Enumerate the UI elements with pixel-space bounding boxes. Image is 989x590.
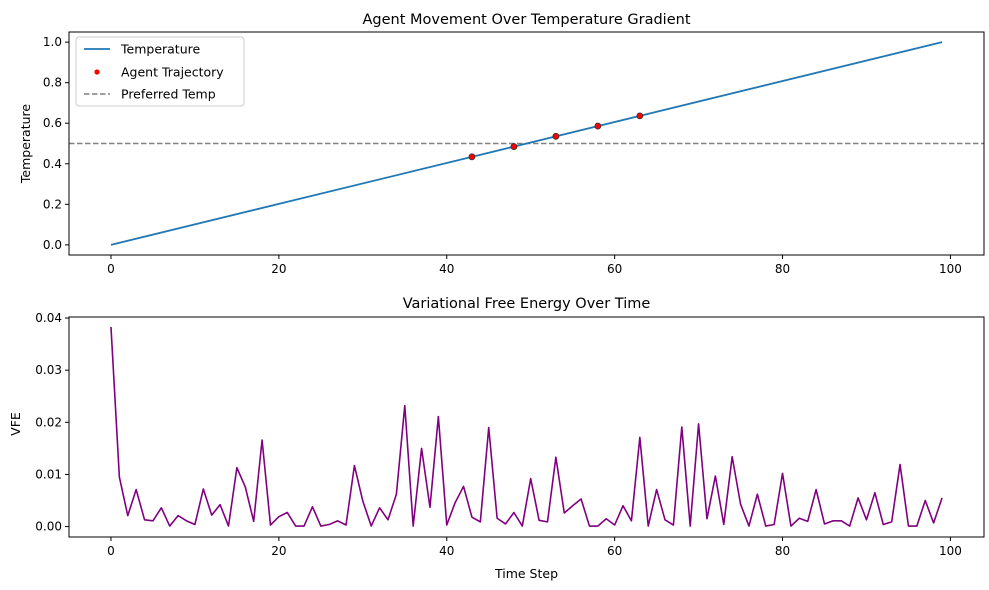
y-tick-label: 0.0 [43,238,62,252]
y-tick-label: 0.04 [35,311,62,325]
legend-box [75,36,245,107]
y-tick-label: 0.02 [35,415,62,429]
x-tick-label: 0 [107,544,115,558]
x-tick-label: 100 [939,544,962,558]
legend: Temperature Agent Trajectory Preferred T… [75,36,245,107]
legend-label-agent-trajectory: Agent Trajectory [121,65,224,80]
x-tick-label: 0 [107,262,115,276]
x-tick-label: 20 [271,544,286,558]
x-tick-label: 60 [607,262,622,276]
x-tick-label: 20 [271,262,286,276]
legend-label-preferred-temp: Preferred Temp [121,87,216,102]
x-tick-label: 80 [775,262,790,276]
agent-trajectory-point [552,132,560,140]
chart-title: Variational Free Energy Over Time [403,296,651,312]
agent-trajectory-point [510,143,518,150]
temperature-chart: Agent Movement Over Temperature Gradient… [18,12,985,276]
agent-trajectory-point [594,122,602,130]
vfe-line [110,326,943,527]
x-tick-label: 100 [939,262,962,276]
x-tick-label: 80 [775,544,790,558]
legend-swatch-agent-trajectory [94,69,100,75]
temperature-line [110,41,943,246]
x-tick-label: 60 [607,544,622,558]
vfe-chart: Variational Free Energy Over Time VFE Ti… [8,296,985,581]
y-tick-label: 1.0 [43,35,62,49]
plot-frame [68,31,985,256]
y-tick-label: 0.01 [35,467,62,481]
y-tick-label: 0.2 [43,197,62,211]
y-tick-label: 0.6 [43,116,62,130]
x-axis-label: Time Step [494,566,558,581]
x-tick-label: 40 [439,262,454,276]
agent-trajectory-point [636,112,644,120]
y-tick-label: 0.8 [43,76,62,90]
x-tick-label: 40 [439,544,454,558]
y-tick-label: 0.00 [35,520,62,534]
y-axis-label: VFE [8,412,23,436]
plot-frame [68,316,985,538]
y-axis-label: Temperature [18,104,33,184]
legend-label-temperature: Temperature [120,42,200,57]
y-tick-label: 0.03 [35,363,62,377]
chart-title: Agent Movement Over Temperature Gradient [363,12,691,28]
y-tick-label: 0.4 [43,157,62,171]
agent-trajectory-point [468,153,476,161]
